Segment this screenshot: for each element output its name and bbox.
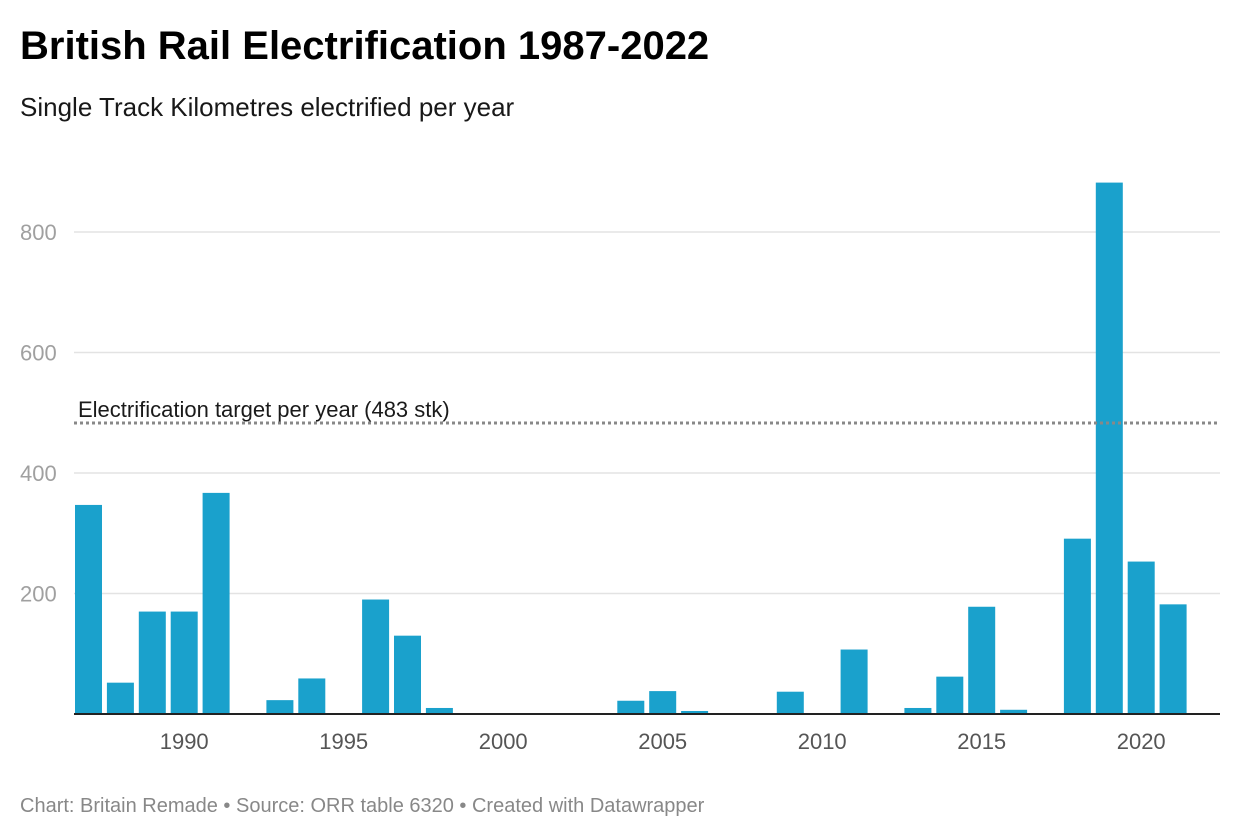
bar-2014 xyxy=(936,676,964,714)
chart-subtitle: Single Track Kilometres electrified per … xyxy=(20,92,515,122)
y-tick-label: 200 xyxy=(20,582,57,607)
bar-1988 xyxy=(106,682,134,714)
bar-2011 xyxy=(840,649,868,714)
bar-2006 xyxy=(681,710,709,714)
bar-2004 xyxy=(617,700,645,714)
target-line-group: Electrification target per year (483 stk… xyxy=(74,397,1220,425)
bar-1987 xyxy=(75,504,102,714)
gridlines xyxy=(74,231,1220,595)
bars xyxy=(75,182,1187,715)
x-tick-label: 1990 xyxy=(160,729,209,754)
x-tick-label: 2005 xyxy=(638,729,687,754)
bar-1994 xyxy=(298,678,326,714)
target-line-label: Electrification target per year (483 stk… xyxy=(78,397,450,422)
x-tick-label: 1995 xyxy=(319,729,368,754)
bar-1991 xyxy=(202,492,230,714)
y-tick-label: 600 xyxy=(20,341,57,366)
x-tick-label: 2015 xyxy=(957,729,1006,754)
bar-2020 xyxy=(1127,561,1155,714)
bar-2021 xyxy=(1159,604,1187,714)
x-tick-label: 2010 xyxy=(798,729,847,754)
chart-footer: Chart: Britain Remade • Source: ORR tabl… xyxy=(20,795,705,817)
y-tick-label: 400 xyxy=(20,461,57,486)
x-tick-label: 2020 xyxy=(1117,729,1166,754)
bar-1997 xyxy=(394,635,421,714)
bar-2015 xyxy=(968,606,996,714)
bar-2016 xyxy=(1000,709,1028,714)
bar-1990 xyxy=(170,611,198,714)
bar-1998 xyxy=(425,707,453,714)
axes: 200 400 600 800 1990 1995 2000 2005 2010 2015 2020 xyxy=(20,220,1220,754)
bar-2019 xyxy=(1095,182,1123,715)
bar-2005 xyxy=(649,691,677,714)
bar-2009 xyxy=(776,691,804,714)
bar-1996 xyxy=(362,599,390,714)
chart-title: British Rail Electrification 1987-2022 xyxy=(20,24,710,68)
bar-2013 xyxy=(904,707,932,714)
bar-1993 xyxy=(266,700,294,714)
y-tick-label: 800 xyxy=(20,220,57,245)
x-tick-label: 2000 xyxy=(479,729,528,754)
bar-1989 xyxy=(138,611,166,714)
bar-2018 xyxy=(1063,538,1091,714)
